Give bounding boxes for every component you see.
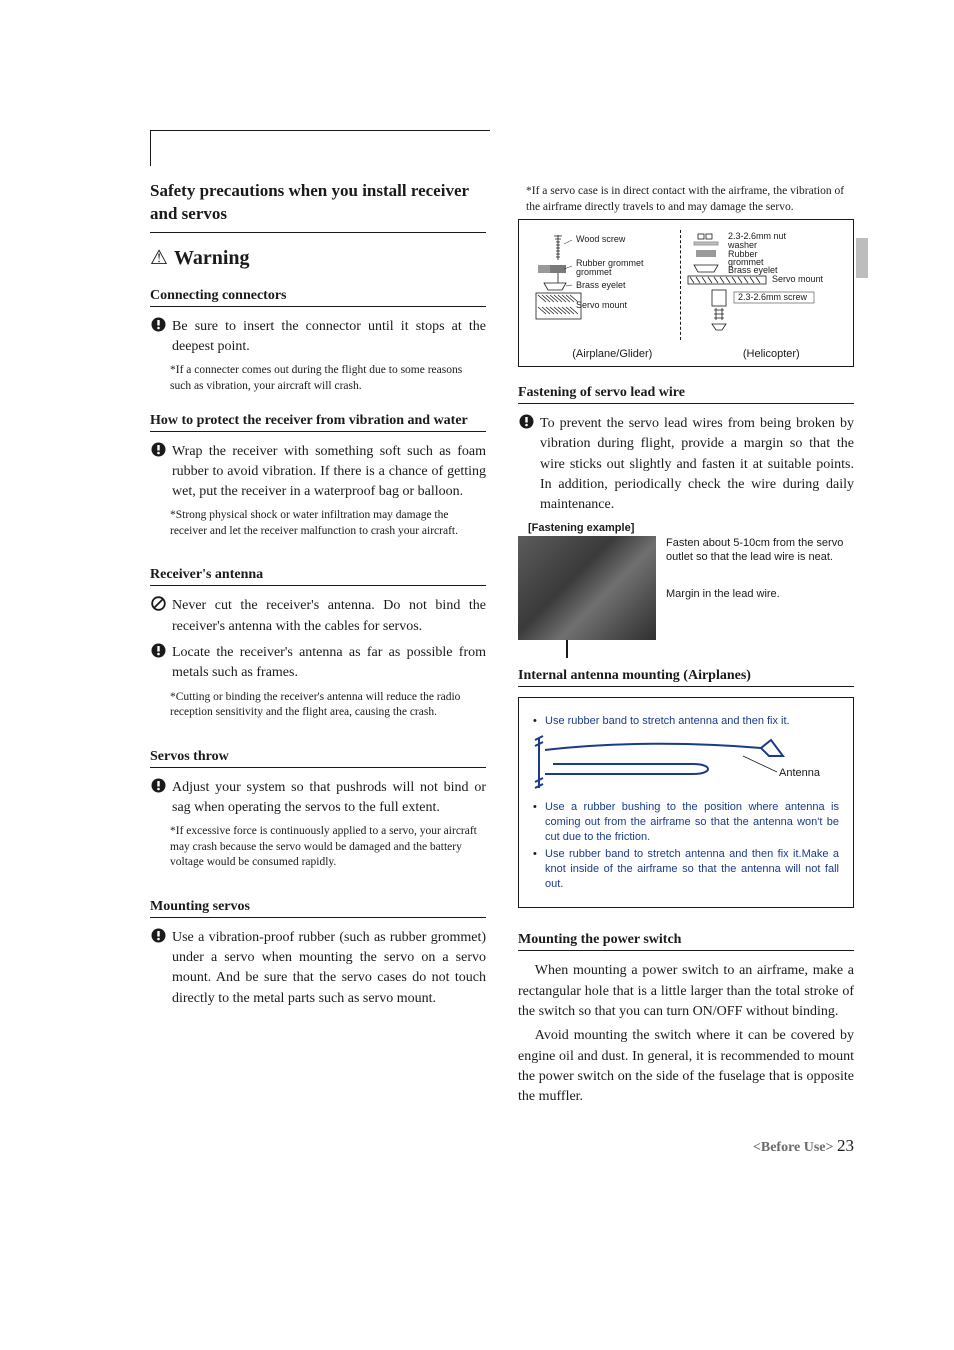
subhead-antenna: Receiver's antenna <box>150 567 486 583</box>
svg-text:Brass eyelet: Brass eyelet <box>576 280 626 290</box>
subhead-mount-servos: Mounting servos <box>150 899 486 915</box>
subhead-internal-antenna: Internal antenna mounting (Airplanes) <box>518 668 854 684</box>
fasten-caption-2: Margin in the lead wire. <box>666 587 854 602</box>
main-title: Safety precautions when you install rece… <box>150 180 486 226</box>
body-mount-servos: Use a vibration-proof rubber (such as ru… <box>172 928 486 1009</box>
body-connectors: Be sure to insert the connector until it… <box>172 317 486 358</box>
footer-page-number: 23 <box>837 1136 854 1155</box>
subhead-fasten: Fastening of servo lead wire <box>518 385 854 401</box>
note-vibration: *Strong physical shock or water infiltra… <box>170 508 486 539</box>
mandatory-icon <box>150 442 166 503</box>
servo-heli-diagram: 2.3-2.6mm nut washer Rubber grommet Bras… <box>684 230 844 340</box>
prohibit-icon <box>150 596 166 637</box>
servo-mount-figure: Wood screw Rubber grommet grommet Brass … <box>518 219 854 367</box>
fasten-caption-1: Fasten about 5-10cm from the servo outle… <box>666 536 854 566</box>
note-servo-case: *If a servo case is in direct contact wi… <box>526 184 854 215</box>
warning-label: Warning <box>174 247 250 270</box>
mandatory-icon <box>150 778 166 819</box>
antenna-bullet-2: Use a rubber bushing to the position whe… <box>545 800 839 845</box>
svg-text:Brass eyelet: Brass eyelet <box>728 265 778 275</box>
warning-triangle-icon: ⚠ <box>150 248 168 268</box>
left-column: Safety precautions when you install rece… <box>150 180 486 1112</box>
antenna-bullet-1: Use rubber band to stretch antenna and t… <box>545 714 790 729</box>
svg-text:2.3-2.6mm screw: 2.3-2.6mm screw <box>738 292 808 302</box>
antenna-figure: •Use rubber band to stretch antenna and … <box>518 697 854 909</box>
note-throw: *If excessive force is continuously appl… <box>170 824 486 871</box>
subhead-vibration: How to protect the receiver from vibrati… <box>150 413 486 429</box>
body-fasten: To prevent the servo lead wires from bei… <box>540 414 854 515</box>
note-antenna: *Cutting or binding the receiver's anten… <box>170 690 486 721</box>
power-switch-p1: When mounting a power switch to an airfr… <box>518 961 854 1022</box>
body-vibration: Wrap the receiver with something soft su… <box>172 442 486 503</box>
caption-helicopter: (Helicopter) <box>743 348 800 360</box>
mandatory-icon <box>150 317 166 358</box>
right-column: *If a servo case is in direct contact wi… <box>518 180 854 1112</box>
mandatory-icon <box>518 414 534 515</box>
antenna-bullet-3: Use rubber band to stretch antenna and t… <box>545 847 839 892</box>
servo-airplane-diagram: Wood screw Rubber grommet grommet Brass … <box>528 230 678 340</box>
note-connectors: *If a connecter comes out during the fli… <box>170 363 486 394</box>
body-antenna-1: Never cut the receiver's antenna. Do not… <box>172 596 486 637</box>
footer-section-label: <Before Use> <box>753 1140 834 1155</box>
subhead-throw: Servos throw <box>150 749 486 765</box>
svg-text:Wood screw: Wood screw <box>576 234 626 244</box>
power-switch-p2: Avoid mounting the switch where it can b… <box>518 1026 854 1107</box>
svg-text:Servo mount: Servo mount <box>576 300 628 310</box>
svg-text:Antenna: Antenna <box>779 767 821 779</box>
antenna-diagram-icon: Antenna <box>533 734 833 794</box>
svg-text:Servo mount: Servo mount <box>772 274 824 284</box>
top-corner-rule <box>150 130 854 152</box>
mandatory-icon <box>150 643 166 684</box>
fasten-example-label: [Fastening example] <box>528 522 854 534</box>
svg-text:grommet: grommet <box>576 267 612 277</box>
side-tab <box>856 238 868 278</box>
warning-heading: ⚠ Warning <box>150 247 486 270</box>
fasten-photo <box>518 536 656 640</box>
mandatory-icon <box>150 928 166 1009</box>
caption-airplane: (Airplane/Glider) <box>572 348 652 360</box>
subhead-connectors: Connecting connectors <box>150 288 486 304</box>
body-antenna-2: Locate the receiver's antenna as far as … <box>172 643 486 684</box>
body-throw: Adjust your system so that pushrods will… <box>172 778 486 819</box>
subhead-power-switch: Mounting the power switch <box>518 932 854 948</box>
page-footer: <Before Use> 23 <box>150 1136 854 1156</box>
